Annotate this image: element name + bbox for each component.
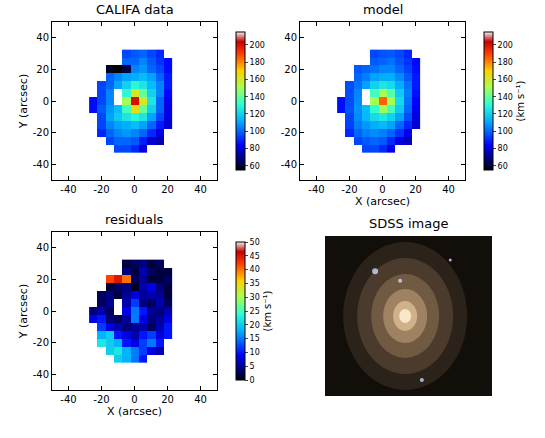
svg-text:40: 40 (194, 184, 207, 195)
svg-text:15: 15 (250, 334, 260, 343)
svg-text:60: 60 (498, 161, 508, 170)
svg-text:-40: -40 (60, 184, 76, 195)
svg-text:-20: -20 (341, 184, 357, 195)
svg-text:-20: -20 (33, 337, 49, 348)
svg-text:0: 0 (379, 184, 385, 195)
svg-text:X (arcsec): X (arcsec) (355, 195, 410, 208)
svg-text:-20: -20 (93, 394, 109, 405)
svg-text:-20: -20 (93, 184, 109, 195)
svg-text:200: 200 (250, 41, 265, 50)
svg-text:50: 50 (250, 238, 260, 247)
svg-text:100: 100 (498, 127, 513, 136)
svg-text:20: 20 (161, 394, 174, 405)
svg-text:-40: -40 (33, 369, 49, 380)
svg-text:20: 20 (409, 184, 422, 195)
svg-text:30: 30 (250, 293, 260, 302)
svg-text:-40: -40 (60, 394, 76, 405)
svg-text:CALIFA data: CALIFA data (96, 2, 174, 17)
svg-text:140: 140 (498, 92, 513, 101)
svg-text:0: 0 (131, 394, 137, 405)
svg-text:120: 120 (498, 110, 513, 119)
svg-text:60: 60 (250, 161, 260, 170)
svg-text:Y (arcsec): Y (arcsec) (17, 284, 30, 339)
svg-text:20: 20 (161, 184, 174, 195)
svg-text:40: 40 (442, 184, 455, 195)
svg-text:160: 160 (250, 75, 265, 84)
svg-text:0: 0 (250, 376, 255, 385)
svg-text:(km s⁻¹): (km s⁻¹) (262, 290, 273, 331)
svg-text:20: 20 (250, 321, 260, 330)
svg-text:80: 80 (498, 144, 508, 153)
svg-text:20: 20 (36, 64, 49, 75)
svg-text:200: 200 (498, 41, 513, 50)
svg-text:20: 20 (36, 274, 49, 285)
svg-text:140: 140 (250, 92, 265, 101)
svg-text:-20: -20 (281, 127, 297, 138)
svg-text:10: 10 (250, 348, 260, 357)
svg-text:model: model (363, 2, 403, 17)
svg-text:5: 5 (250, 362, 255, 371)
svg-text:40: 40 (250, 265, 260, 274)
svg-text:180: 180 (498, 58, 513, 67)
svg-text:40: 40 (284, 32, 297, 43)
svg-text:20: 20 (284, 64, 297, 75)
svg-text:45: 45 (250, 252, 260, 261)
svg-text:100: 100 (250, 127, 265, 136)
svg-text:35: 35 (250, 279, 260, 288)
svg-text:160: 160 (498, 75, 513, 84)
svg-text:0: 0 (291, 96, 297, 107)
svg-text:120: 120 (250, 110, 265, 119)
svg-text:-40: -40 (281, 159, 297, 170)
svg-text:-40: -40 (33, 159, 49, 170)
svg-text:40: 40 (36, 242, 49, 253)
svg-text:0: 0 (43, 96, 49, 107)
svg-text:40: 40 (194, 394, 207, 405)
svg-text:residuals: residuals (105, 212, 164, 227)
svg-text:-20: -20 (33, 127, 49, 138)
svg-text:0: 0 (131, 184, 137, 195)
svg-text:SDSS image: SDSS image (369, 216, 448, 231)
svg-text:(km s⁻¹): (km s⁻¹) (515, 80, 526, 121)
svg-text:-40: -40 (308, 184, 324, 195)
svg-text:80: 80 (250, 144, 260, 153)
svg-text:180: 180 (250, 58, 265, 67)
svg-text:Y (arcsec): Y (arcsec) (17, 74, 30, 129)
svg-text:40: 40 (36, 32, 49, 43)
svg-text:25: 25 (250, 307, 260, 316)
svg-text:0: 0 (43, 306, 49, 317)
svg-text:X (arcsec): X (arcsec) (107, 405, 162, 418)
